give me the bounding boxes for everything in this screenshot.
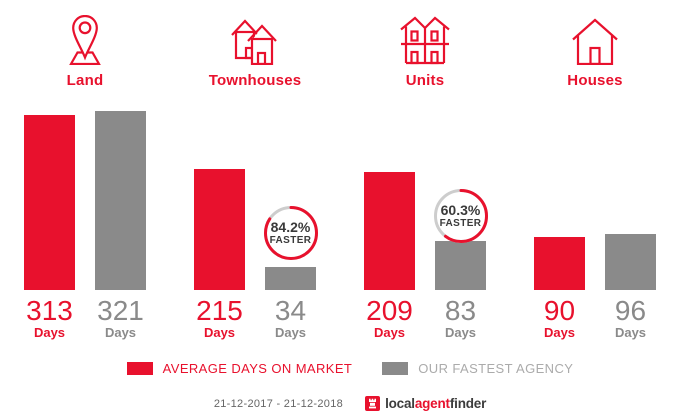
bar-pair: 90 Days [534,110,656,340]
brand-finder: finder [449,396,487,411]
average-bar-area [194,110,245,290]
house-icon [572,18,618,65]
days-unit-label: Days [543,325,576,340]
fastest-agency-value: 96 [614,295,647,326]
fastest-agency-column: 96 Days [605,110,656,340]
category-icon-slot [571,8,619,65]
fastest-bar-area [95,110,146,290]
faster-percentage-badge: 60.3% FASTER [433,188,489,244]
badge-faster-label: FASTER [439,217,482,229]
days-unit-label: Days [274,325,307,340]
average-days-column: 215 Days [194,110,245,340]
legend: AVERAGE DAYS ON MARKET OUR FASTEST AGENC… [0,361,700,376]
category-group: Townhouses 215 Days 84.2% [170,8,340,340]
faster-percentage-badge: 84.2% FASTER [263,205,319,261]
fastest-agency-value: 83 [444,295,477,326]
days-unit-label: Days [104,325,137,340]
days-unit-label: Days [33,325,66,340]
legend-item-fastest: OUR FASTEST AGENCY [382,361,573,376]
average-days-bar [534,237,585,290]
progress-ring-icon [263,206,318,260]
bar-pair: 215 Days 84.2% FASTER [194,110,319,340]
fastest-agency-bar [265,267,316,290]
fastest-agency-column: 321 Days [95,110,146,340]
category-group: Houses 90 Days [510,8,680,340]
average-days-bar [24,115,75,290]
average-days-column: 90 Days [534,110,585,340]
average-days-value: 90 [543,295,576,326]
badge-faster-label: FASTER [269,234,312,246]
fastest-bar-area [605,110,656,290]
chart-groups: Land 313 Days [0,8,680,340]
brand-text: localagentfinder [385,396,486,411]
badge-text: 84.2% FASTER [263,205,319,261]
category-group: Land 313 Days [0,8,170,340]
fastest-bar-area: 84.2% FASTER [263,110,319,290]
localagentfinder-logo: localagentfinder [365,396,486,411]
average-days-value: 313 [26,295,73,326]
days-unit-label: Days [614,325,647,340]
average-days-column: 313 Days [24,110,75,340]
units-icon [400,16,450,65]
fastest-agency-bar [435,241,486,290]
legend-fastest-label: OUR FASTEST AGENCY [418,361,574,376]
brand-agent: agent [414,396,450,411]
category-label: Houses [567,72,623,89]
legend-item-average: AVERAGE DAYS ON MARKET [126,361,353,376]
bar-pair: 313 Days [24,110,146,340]
average-bar-area [534,110,585,290]
average-bar-area [364,110,415,290]
badge-percent: 84.2% [270,218,311,235]
badge-percent: 60.3% [440,201,481,218]
category-label: Units [405,72,445,89]
category-icon-slot [68,8,102,65]
fastest-agency-value: 34 [274,295,307,326]
category-label: Townhouses [208,72,302,89]
date-range: 21-12-2017 - 21-12-2018 [213,397,344,410]
days-unit-label: Days [203,325,236,340]
average-days-value: 209 [366,295,413,326]
category-icon-slot [231,8,279,65]
brand-local: local [385,396,415,411]
fastest-agency-swatch-icon [382,362,409,375]
category-label: Land [66,72,104,89]
average-bar-area [24,110,75,290]
crown-icon [365,396,381,411]
days-unit-label: Days [444,325,477,340]
average-days-value: 215 [196,295,243,326]
progress-ring-icon [433,189,488,243]
days-unit-label: Days [373,325,406,340]
fastest-agency-column: 60.3% FASTER 83 Days [433,110,489,340]
badge-text: 60.3% FASTER [433,188,489,244]
fastest-agency-value: 321 [97,295,144,326]
fastest-agency-column: 84.2% FASTER 34 Days [263,110,319,340]
footer: 21-12-2017 - 21-12-2018 localagentfinder [0,396,700,411]
average-days-bar [194,169,245,290]
average-days-column: 209 Days [364,110,415,340]
fastest-agency-bar [605,234,656,290]
bar-pair: 209 Days 60.3% FASTER [364,110,489,340]
land-pin-icon [69,15,101,65]
fastest-bar-area: 60.3% FASTER [433,110,489,290]
legend-average-label: AVERAGE DAYS ON MARKET [162,361,353,376]
fastest-agency-bar [95,111,146,290]
category-group: Units 209 Days 60.3% [340,8,510,340]
townhouses-icon [231,19,277,65]
average-days-bar [364,172,415,290]
category-icon-slot [400,8,450,65]
average-days-swatch-icon [126,362,153,375]
